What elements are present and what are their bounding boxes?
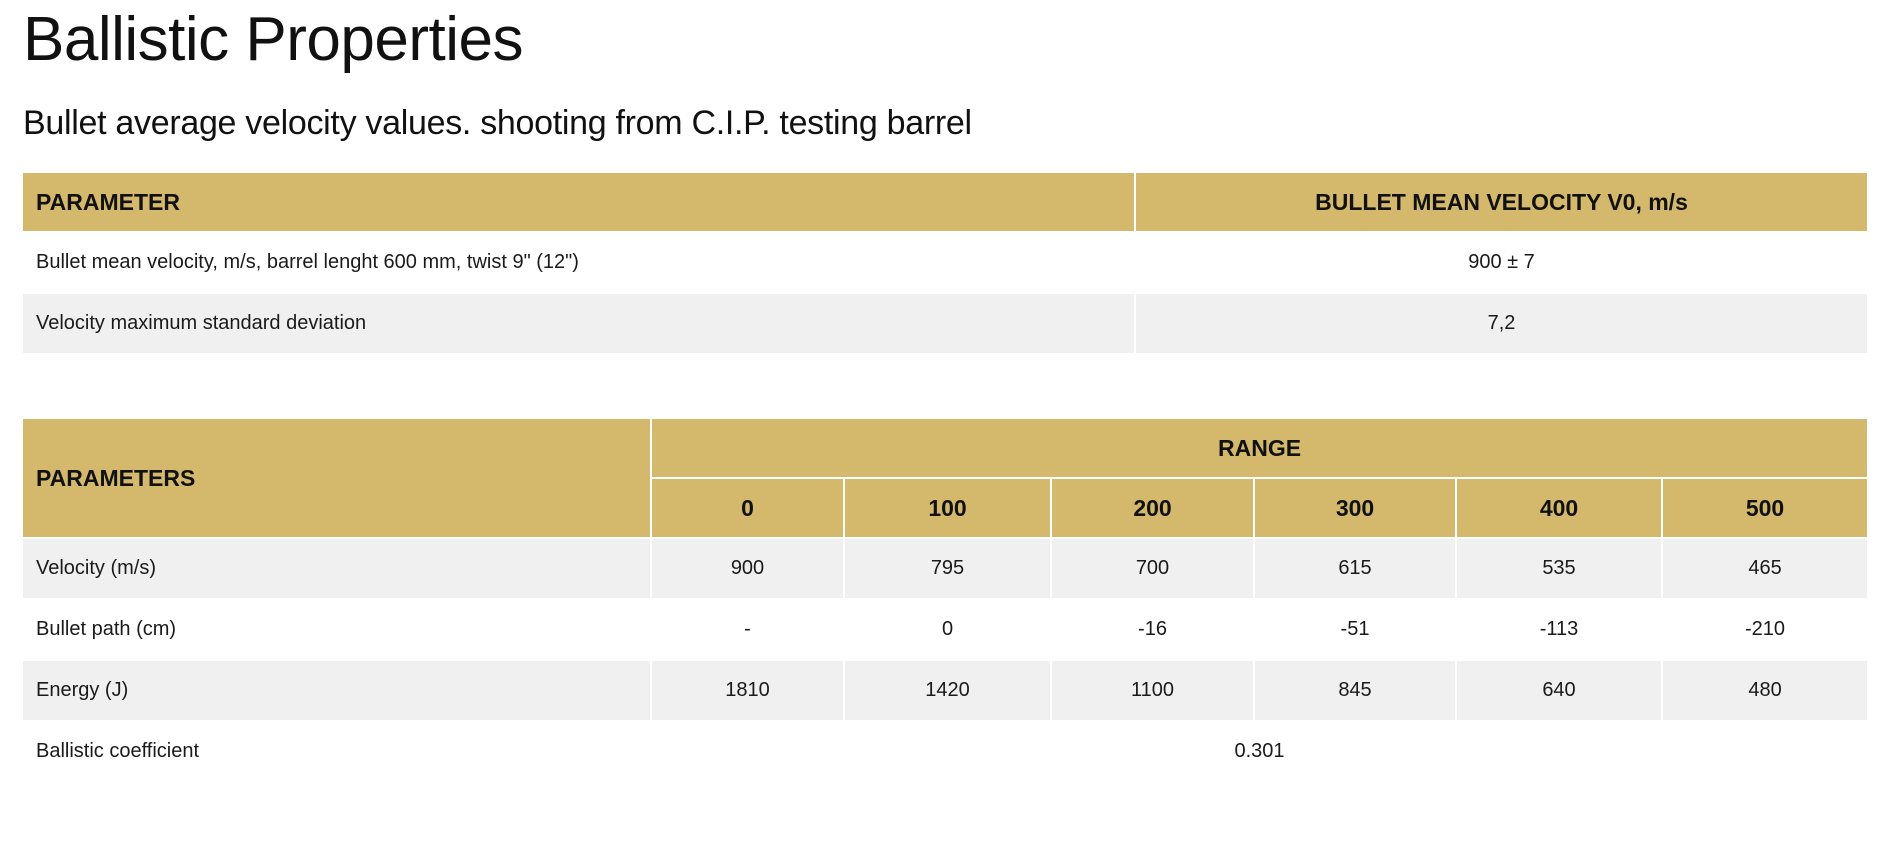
distance-header: 100 — [844, 478, 1052, 539]
table-cell: - — [651, 599, 845, 661]
table-cell: 535 — [1456, 538, 1663, 600]
row-label: Ballistic coefficient — [23, 721, 652, 783]
distance-header: 200 — [1051, 478, 1255, 539]
table-cell: 795 — [844, 538, 1052, 600]
velocity-table-header-row: PARAMETER BULLET MEAN VELOCITY V0, m/s — [23, 173, 1867, 233]
row-label: Energy (J) — [23, 660, 652, 722]
distance-header: 400 — [1456, 478, 1663, 539]
table-cell: 640 — [1456, 660, 1663, 722]
page-subtitle: Bullet average velocity values. shooting… — [23, 104, 972, 142]
table-cell: 845 — [1254, 660, 1457, 722]
table-cell: -51 — [1254, 599, 1457, 661]
table-row: Velocity (m/s) 900 795 700 615 535 465 — [23, 538, 1868, 600]
table-row: Energy (J) 1810 1420 1100 845 640 480 — [23, 660, 1868, 722]
table-cell: 900 — [651, 538, 845, 600]
parameter-header: PARAMETER — [23, 173, 1136, 233]
distance-header: 500 — [1662, 478, 1868, 539]
row-value: 7,2 — [1135, 293, 1867, 355]
table-cell: 700 — [1051, 538, 1255, 600]
row-label: Bullet path (cm) — [23, 599, 652, 661]
distance-header: 300 — [1254, 478, 1457, 539]
row-label: Velocity maximum standard deviation — [23, 293, 1136, 355]
row-label: Bullet mean velocity, m/s, barrel lenght… — [23, 232, 1136, 294]
velocity-header: BULLET MEAN VELOCITY V0, m/s — [1135, 173, 1867, 233]
range-table-header-row: PARAMETERS RANGE — [23, 419, 1868, 539]
table-cell: 480 — [1662, 660, 1868, 722]
page-title: Ballistic Properties — [23, 5, 523, 74]
distance-header: 0 — [651, 478, 845, 539]
ballistic-coefficient-value: 0.301 — [651, 721, 1868, 783]
table-cell: 0 — [844, 599, 1052, 661]
row-value: 900 ± 7 — [1135, 232, 1867, 294]
range-table: PARAMETERS RANGE 0 100 200 300 400 500 V… — [23, 419, 1868, 783]
range-header: RANGE — [651, 419, 1868, 479]
distance-header-row: 0 100 200 300 400 500 — [23, 478, 1868, 539]
table-cell: -113 — [1456, 599, 1663, 661]
table-cell: -210 — [1662, 599, 1868, 661]
table-cell: 1810 — [651, 660, 845, 722]
table-row: Velocity maximum standard deviation 7,2 — [23, 293, 1867, 355]
parameters-header: PARAMETERS — [23, 419, 652, 539]
row-label: Velocity (m/s) — [23, 538, 652, 600]
table-row: Bullet mean velocity, m/s, barrel lenght… — [23, 232, 1867, 294]
table-cell: 1100 — [1051, 660, 1255, 722]
table-cell: 465 — [1662, 538, 1868, 600]
velocity-table: PARAMETER BULLET MEAN VELOCITY V0, m/s B… — [23, 173, 1867, 355]
table-cell: 615 — [1254, 538, 1457, 600]
table-row: Ballistic coefficient 0.301 — [23, 721, 1868, 783]
table-cell: 1420 — [844, 660, 1052, 722]
table-row: Bullet path (cm) - 0 -16 -51 -113 -210 — [23, 599, 1868, 661]
table-cell: -16 — [1051, 599, 1255, 661]
